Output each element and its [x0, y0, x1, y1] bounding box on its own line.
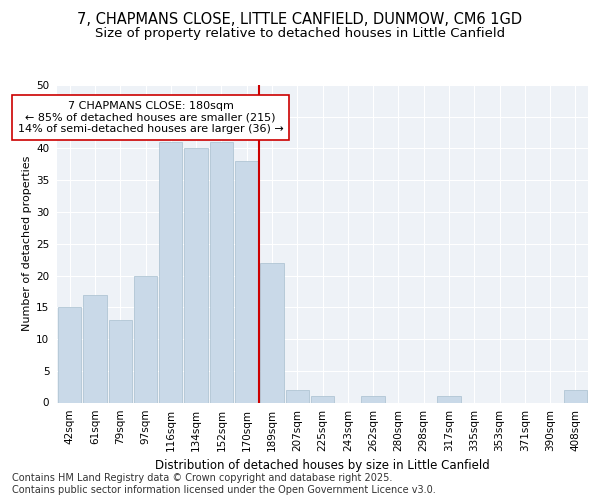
Bar [210, 142, 233, 403]
Text: 7, CHAPMANS CLOSE, LITTLE CANFIELD, DUNMOW, CM6 1GD: 7, CHAPMANS CLOSE, LITTLE CANFIELD, DUNM… [77, 12, 523, 28]
Text: 7 CHAPMANS CLOSE: 180sqm
← 85% of detached houses are smaller (215)
14% of semi-: 7 CHAPMANS CLOSE: 180sqm ← 85% of detach… [17, 101, 283, 134]
Bar [159, 142, 182, 403]
Bar [83, 294, 107, 403]
Bar [361, 396, 385, 402]
Bar [235, 161, 258, 402]
Y-axis label: Number of detached properties: Number of detached properties [22, 156, 32, 332]
Bar [109, 320, 132, 402]
Text: Size of property relative to detached houses in Little Canfield: Size of property relative to detached ho… [95, 28, 505, 40]
Bar [134, 276, 157, 402]
Bar [58, 307, 81, 402]
Bar [311, 396, 334, 402]
Bar [286, 390, 309, 402]
Bar [437, 396, 461, 402]
Bar [184, 148, 208, 402]
Text: Contains HM Land Registry data © Crown copyright and database right 2025.
Contai: Contains HM Land Registry data © Crown c… [12, 474, 436, 495]
X-axis label: Distribution of detached houses by size in Little Canfield: Distribution of detached houses by size … [155, 459, 490, 472]
Bar [260, 263, 284, 402]
Bar [564, 390, 587, 402]
